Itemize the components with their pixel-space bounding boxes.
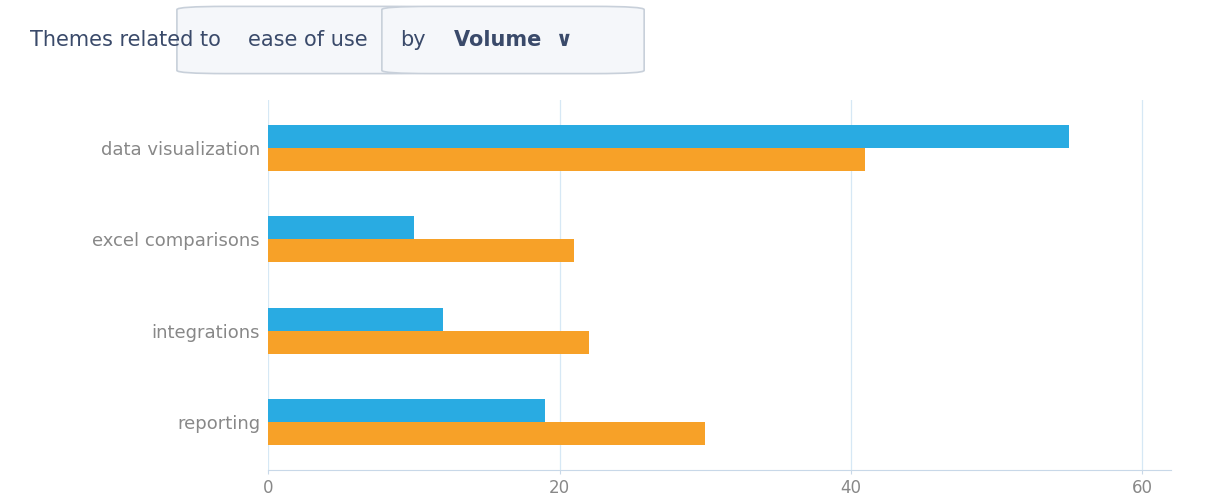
Bar (268, 422, 705, 446)
Bar (268, 148, 865, 171)
Bar (268, 399, 545, 422)
Bar (268, 240, 575, 262)
Text: Volume  ∨: Volume ∨ (454, 30, 572, 50)
Bar (268, 330, 589, 354)
Bar (268, 308, 443, 330)
Bar (268, 124, 1069, 148)
Text: by: by (400, 30, 426, 50)
FancyBboxPatch shape (382, 6, 644, 73)
Bar (268, 216, 414, 240)
FancyBboxPatch shape (177, 6, 439, 73)
Text: ease of use: ease of use (248, 30, 368, 50)
Text: Themes related to: Themes related to (30, 30, 221, 50)
